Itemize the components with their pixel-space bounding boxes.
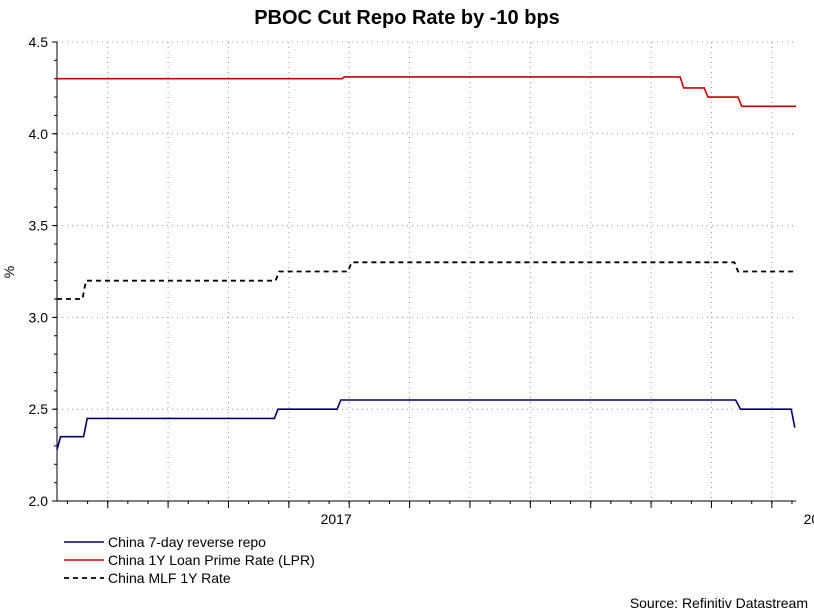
legend-label-0: China 7-day reverse repo — [108, 534, 266, 550]
series-group — [56, 76, 796, 450]
axes: 2.02.53.03.54.04.5201720182019 — [29, 34, 814, 527]
y-tick-label: 2.0 — [29, 493, 49, 509]
source-note: Source: Refinitiv Datastream — [630, 595, 808, 611]
series-line-0 — [56, 399, 796, 450]
legend-label-2: China MLF 1Y Rate — [108, 570, 231, 586]
y-tick-label: 4.5 — [29, 34, 49, 50]
x-tick-label: 2017 — [321, 511, 352, 527]
legend: China 7-day reverse repo China 1Y Loan Pr… — [64, 534, 315, 586]
y-tick-label: 3.5 — [29, 218, 49, 234]
chart-title: PBOC Cut Repo Rate by -10 bps — [254, 7, 560, 29]
grid-lines — [57, 41, 796, 501]
y-tick-label: 4.0 — [29, 126, 49, 142]
x-tick-label: 2018 — [804, 511, 814, 527]
y-axis-label: % — [1, 266, 17, 278]
legend-label-1: China 1Y Loan Prime Rate (LPR) — [108, 552, 315, 568]
y-tick-label: 3.0 — [29, 309, 49, 325]
y-tick-label: 2.5 — [29, 401, 49, 417]
series-line-1 — [57, 76, 796, 108]
